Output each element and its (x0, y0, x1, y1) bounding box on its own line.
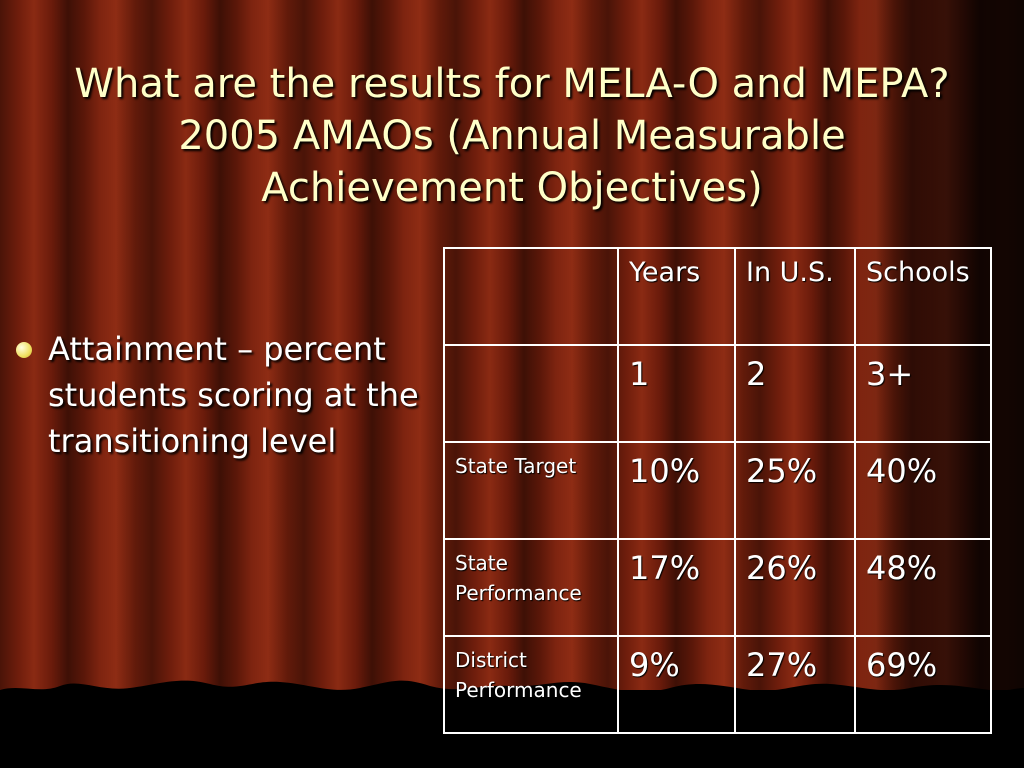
amao-results-table: Years In U.S. Schools 1 2 3+ State Targe… (443, 247, 992, 734)
table-header-row: Years In U.S. Schools (443, 247, 992, 346)
bullet-dot-icon (16, 342, 32, 358)
slide-title: What are the results for MELA-O and MEPA… (40, 58, 984, 214)
table-header-cell: Years (617, 247, 736, 346)
title-line-3: Achievement Objectives) (261, 165, 763, 211)
table-cell: 40% (854, 441, 992, 540)
table-cell: 10% (617, 441, 736, 540)
table-cell: 69% (854, 635, 992, 734)
row-label-cell (443, 344, 619, 443)
table-cell: 3+ (854, 344, 992, 443)
table-cell: 25% (734, 441, 856, 540)
bullet-text: Attainment – percent students scoring at… (48, 330, 419, 460)
bullet-item: Attainment – percent students scoring at… (12, 326, 432, 464)
table-cell: 9% (617, 635, 736, 734)
title-line-1: What are the results for MELA-O and MEPA… (74, 61, 950, 107)
row-label-cell: District Performance (443, 635, 619, 734)
table-header-cell: In U.S. (734, 247, 856, 346)
table-cell: 17% (617, 538, 736, 637)
table-cell: 1 (617, 344, 736, 443)
title-line-2: 2005 AMAOs (Annual Measurable (178, 113, 846, 159)
table-cell: 26% (734, 538, 856, 637)
row-label-cell: State Target (443, 441, 619, 540)
row-label-cell: State Performance (443, 538, 619, 637)
table-cell: 2 (734, 344, 856, 443)
table-row: State Target 10% 25% 40% (443, 441, 992, 540)
table-row: State Performance 17% 26% 48% (443, 538, 992, 637)
table-header-cell (443, 247, 619, 346)
table-cell: 48% (854, 538, 992, 637)
table-row: District Performance 9% 27% 69% (443, 635, 992, 734)
table-header-cell: Schools (854, 247, 992, 346)
table-row: 1 2 3+ (443, 344, 992, 443)
bullet-list: Attainment – percent students scoring at… (12, 326, 432, 464)
table-cell: 27% (734, 635, 856, 734)
